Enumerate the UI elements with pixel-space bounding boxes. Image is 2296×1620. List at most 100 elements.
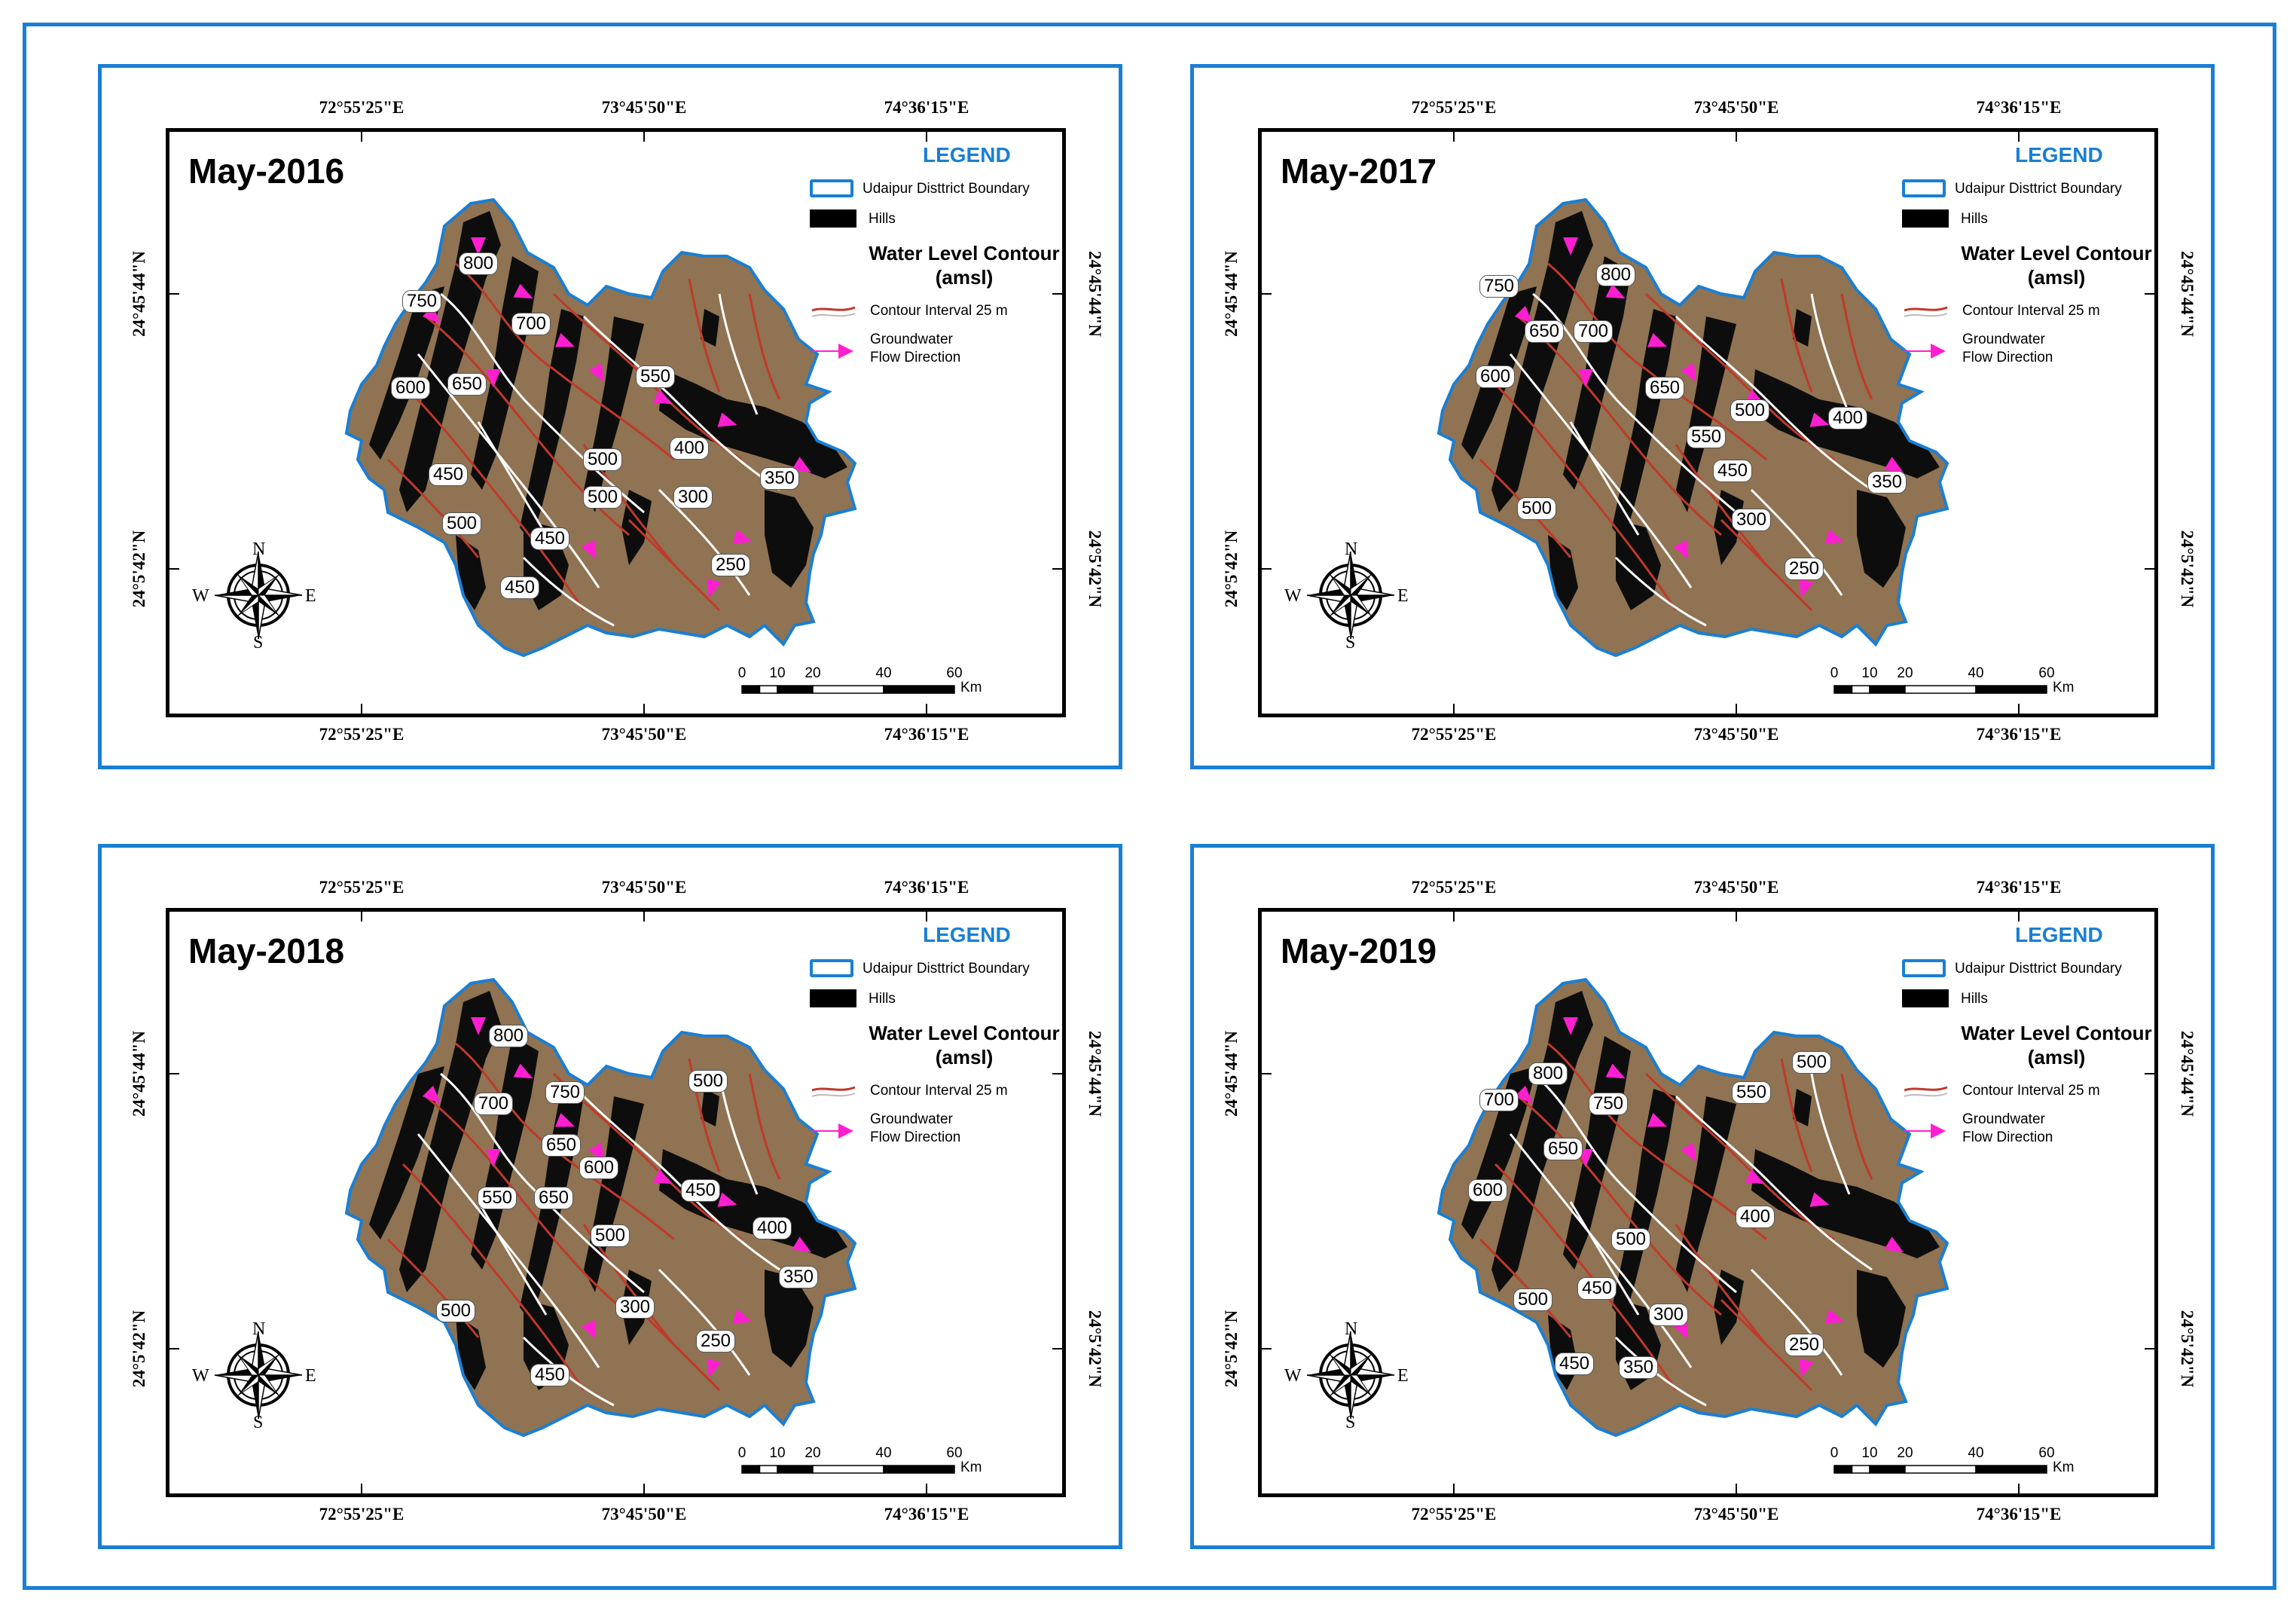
legend-contour-heading: Water Level Contour (amsl)	[869, 242, 1060, 289]
longitude-label-top: 73°45'50"E	[1693, 98, 1779, 117]
contour-line-white	[1532, 1072, 1737, 1294]
contour-value-label: 250	[1784, 1334, 1824, 1356]
contour-value-label: 800	[458, 252, 499, 275]
contour-value-label: 350	[778, 1266, 819, 1288]
legend-hills-swatch	[810, 209, 856, 228]
hill-area	[1563, 256, 1631, 490]
latitude-label-left: 24°45'44"N	[1222, 1031, 1241, 1117]
contour-value-label: 700	[473, 1093, 514, 1115]
compass-east: E	[305, 1366, 316, 1386]
scale-bar-tick-label: 0	[737, 1445, 747, 1461]
contour-line-white	[477, 421, 548, 536]
flow-arrow-icon	[717, 1192, 737, 1207]
contour-line-white	[440, 292, 645, 514]
contour-value-label: 450	[1712, 460, 1753, 482]
legend-boundary-swatch	[810, 959, 853, 977]
contour-value-label: 450	[499, 576, 540, 599]
longitude-label-bottom: 73°45'50"E	[1693, 725, 1779, 744]
hill-area	[659, 369, 847, 478]
legend-boundary-label: Udaipur Disttrict Boundary	[863, 961, 1030, 977]
legend-boundary-swatch	[1902, 959, 1946, 977]
contour-value-label: 250	[695, 1330, 736, 1353]
panel-title: May-2018	[188, 931, 345, 970]
contour-value-label: 650	[1524, 320, 1565, 343]
hill-area	[1612, 1089, 1676, 1322]
flow-arrow-icon	[471, 1017, 486, 1035]
contour-value-label: 650	[533, 1187, 574, 1209]
contour-value-label: 450	[530, 527, 570, 550]
flow-arrow-icon	[1884, 1236, 1904, 1253]
scale-bar-tick-label: 20	[805, 665, 821, 681]
contour-value-label: 300	[1731, 509, 1772, 531]
legend-hills-label: Hills	[1961, 211, 1988, 227]
scale-bar-tick-label: 40	[875, 665, 892, 681]
latitude-label-left: 24°45'44"N	[130, 251, 148, 337]
flow-arrow-icon	[1605, 1063, 1626, 1079]
contour-value-label: 600	[390, 377, 431, 399]
contour-value-label: 450	[428, 463, 469, 486]
flow-arrow-icon	[1563, 237, 1578, 255]
contour-line-white	[417, 353, 600, 588]
legend-flow-label-1: Groundwater	[1962, 1111, 2045, 1127]
scale-bar-unit: Km	[960, 680, 982, 695]
legend-flow-arrow-icon	[812, 1123, 853, 1139]
hill-area	[1612, 309, 1676, 543]
contour-value-label: 500	[435, 1300, 476, 1322]
contour-value-label: 700	[1479, 1089, 1519, 1111]
contour-value-label: 800	[488, 1025, 529, 1047]
map-panel-may-2018: 72°55'25"E 73°45'50"E 74°36'15"E 72°55'25"E…	[98, 844, 1122, 1549]
contour-value-label: 750	[545, 1081, 585, 1104]
flow-arrow-icon	[1681, 1142, 1697, 1163]
legend-boundary-label: Udaipur Disttrict Boundary	[1955, 181, 2122, 197]
contour-value-label: 750	[1479, 275, 1519, 298]
flow-arrow-icon	[1673, 539, 1689, 560]
panel-title: May-2019	[1281, 931, 1437, 970]
map-panel-may-2017: 72°55'25"E 73°45'50"E 74°36'15"E 72°55'25"E…	[1190, 64, 2215, 769]
legend-boundary-swatch	[810, 179, 853, 197]
longitude-label-top: 72°55'25"E	[1411, 878, 1497, 897]
contour-line-white	[658, 488, 751, 596]
contour-value-label: 700	[511, 313, 551, 335]
contour-line-white	[440, 1072, 645, 1294]
scale-bar-tick-label: 40	[1968, 665, 1984, 681]
contour-value-label: 550	[1686, 426, 1727, 448]
contour-line-white	[522, 556, 615, 627]
compass-west: W	[192, 586, 209, 606]
flow-arrow-icon	[1745, 1169, 1765, 1184]
legend-hills-swatch	[1902, 209, 1949, 228]
latitude-label-left: 24°45'44"N	[130, 1031, 148, 1117]
longitude-label-bottom: 72°55'25"E	[319, 725, 405, 744]
legend-hills-swatch	[1902, 989, 1949, 1007]
hill-area	[399, 991, 501, 1292]
legend-title: LEGEND	[2015, 923, 2103, 946]
contour-line-white	[1810, 1073, 1851, 1195]
latitude-label-left: 24°5'42"N	[1222, 530, 1241, 608]
flow-arrow-icon	[581, 539, 597, 560]
contour-line-red	[1780, 1058, 1813, 1172]
compass-south: S	[253, 1413, 264, 1432]
contour-value-label: 250	[710, 554, 751, 576]
flow-arrow-icon	[588, 362, 605, 383]
contour-value-label: 400	[1827, 407, 1868, 429]
contour-value-label: 300	[615, 1296, 655, 1319]
compass-west: W	[1284, 1366, 1302, 1386]
contour-value-label: 350	[1867, 471, 1907, 494]
flow-arrow-icon	[486, 1149, 501, 1167]
flow-arrow-icon	[707, 1358, 722, 1378]
compass-west: W	[192, 1366, 209, 1386]
flow-arrow-icon	[792, 1236, 812, 1253]
contour-line-red	[401, 383, 585, 611]
district-boundary	[1437, 197, 1949, 658]
hill-area	[765, 1270, 814, 1368]
flow-arrow-icon	[486, 369, 501, 387]
contour-value-label: 400	[1735, 1206, 1775, 1228]
contour-value-label: 550	[477, 1187, 518, 1209]
contour-line-red	[1547, 1042, 1767, 1241]
contour-value-label: 450	[680, 1179, 721, 1202]
contour-line-white	[582, 1095, 780, 1271]
scale-bar-tick-label: 0	[737, 665, 747, 681]
latitude-label-right: 24°5'42"N	[2178, 530, 2197, 608]
flow-arrow-icon	[1514, 1085, 1533, 1104]
hill-area	[1793, 1089, 1812, 1126]
longitude-label-bottom: 72°55'25"E	[1411, 1505, 1497, 1524]
